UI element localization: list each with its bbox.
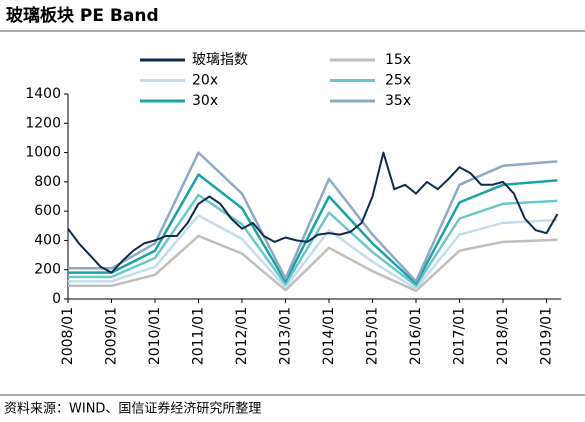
series-line bbox=[68, 193, 558, 288]
x-tick-label: 2017/01 bbox=[452, 307, 468, 365]
legend-label: 20x bbox=[192, 73, 218, 89]
y-tick-label: 600 bbox=[34, 203, 61, 219]
x-tick-label: 2011/01 bbox=[191, 307, 207, 365]
y-tick-label: 800 bbox=[34, 174, 61, 190]
x-tick-label: 2018/01 bbox=[495, 307, 511, 365]
y-tick-label: 0 bbox=[52, 291, 61, 307]
x-tick-label: 2013/01 bbox=[278, 307, 294, 365]
x-tick-label: 2014/01 bbox=[321, 307, 337, 365]
x-tick-label: 2008/01 bbox=[60, 307, 76, 365]
y-tick-label: 200 bbox=[34, 262, 61, 278]
y-tick-label: 1000 bbox=[25, 145, 61, 161]
x-tick-label: 2009/01 bbox=[104, 307, 120, 365]
series-line bbox=[68, 234, 558, 293]
series-line bbox=[68, 151, 558, 283]
legend-label: 15x bbox=[385, 52, 411, 68]
series-line bbox=[67, 151, 559, 274]
x-tick-label: 2010/01 bbox=[147, 307, 163, 365]
x-tick-label: 2012/01 bbox=[234, 307, 250, 365]
series-line bbox=[68, 214, 558, 291]
y-tick-label: 400 bbox=[34, 232, 61, 248]
series-line bbox=[68, 173, 558, 285]
legend-label: 25x bbox=[385, 73, 411, 89]
legend-label: 35x bbox=[385, 93, 411, 109]
y-tick-label: 1400 bbox=[25, 86, 61, 102]
x-tick-label: 2015/01 bbox=[365, 307, 381, 365]
source-note: 资料来源：WIND、国信证券经济研究所整理 bbox=[4, 401, 261, 417]
x-tick-label: 2016/01 bbox=[408, 307, 424, 365]
y-tick-label: 1200 bbox=[25, 115, 61, 131]
legend-label: 玻璃指数 bbox=[192, 51, 248, 68]
chart-title: 玻璃板块 PE Band bbox=[6, 5, 159, 26]
x-tick-label: 2019/01 bbox=[539, 307, 555, 365]
legend-label: 30x bbox=[192, 93, 218, 109]
